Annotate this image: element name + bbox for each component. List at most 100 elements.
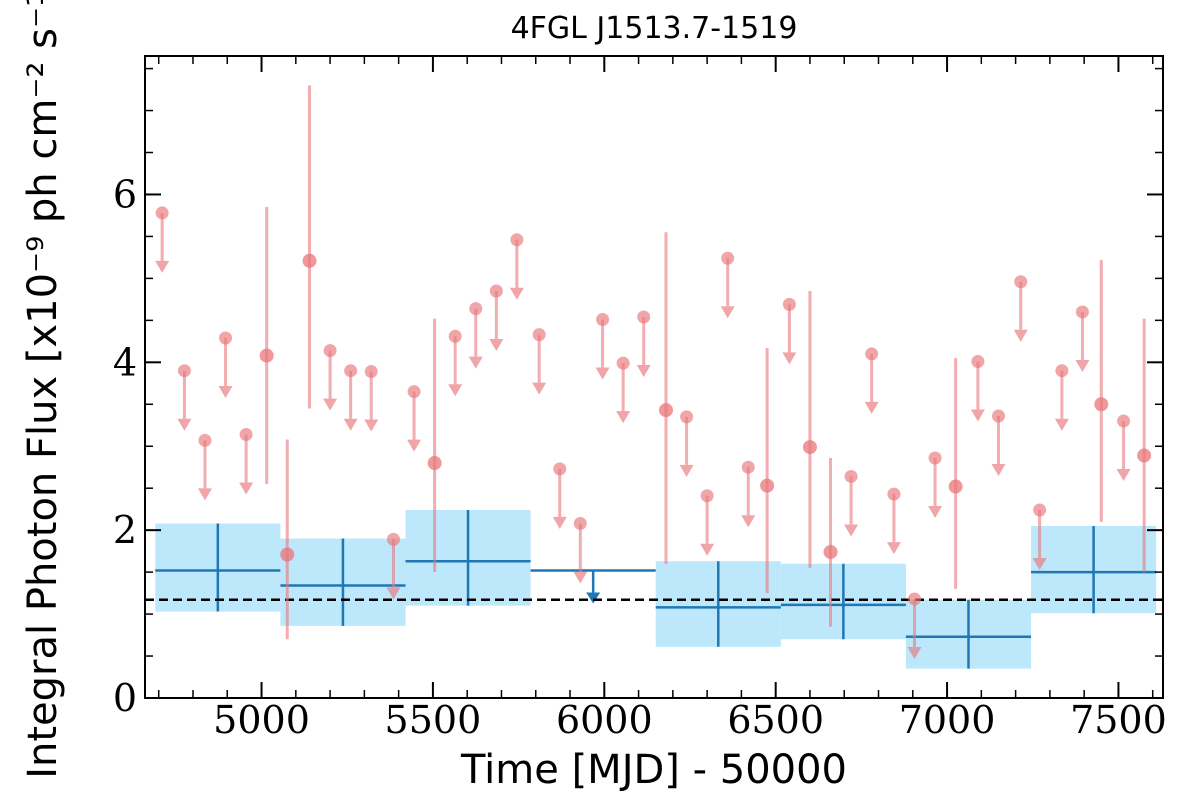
short-bin-upper-limit (155, 206, 169, 220)
short-bin-upper-limit (448, 329, 462, 343)
short-bin-upper-limit-arrow (407, 439, 422, 452)
short-bin-upper-limit-arrow (1075, 359, 1090, 372)
x-tick-label: 7000 (899, 698, 996, 742)
short-bin-upper-limit-arrow (1116, 469, 1131, 482)
y-tick-label: 0 (113, 676, 137, 720)
short-bin-upper-limit (616, 356, 630, 370)
short-bin-upper-limit (637, 310, 651, 324)
short-bin-upper-limit (700, 489, 714, 503)
short-bin-upper-limit-arrow (1032, 558, 1047, 571)
short-bin-upper-limit-arrow (907, 646, 922, 659)
short-bin-upper-limit-arrow (720, 306, 735, 319)
short-bin-upper-limit (553, 462, 567, 476)
short-bin-upper-limit-arrow (886, 542, 901, 555)
short-bin-upper-limit (782, 297, 796, 311)
short-bin-upper-limit-arrow (616, 411, 631, 424)
short-bin-detection (259, 348, 274, 363)
axes-frame (144, 55, 1164, 699)
short-bin-upper-limit (907, 592, 921, 606)
short-bin-upper-limit-arrow (343, 418, 358, 431)
short-bin-upper-limit (721, 251, 735, 265)
short-bin-upper-limit (510, 233, 524, 247)
short-bin-upper-limit-arrow (864, 401, 879, 414)
short-bin-upper-limit (364, 365, 378, 379)
short-bin-upper-limit (928, 451, 942, 465)
short-bin-upper-limit-arrow (679, 464, 694, 477)
short-bin-upper-limit (469, 302, 483, 316)
short-bin-detection (823, 544, 838, 559)
short-bin-upper-limit (1014, 275, 1028, 289)
short-bin-upper-limit-arrow (489, 338, 504, 351)
short-bin-detection (280, 547, 295, 562)
plot-area (145, 85, 1163, 669)
long-bin-upper-limit-arrow (586, 592, 601, 604)
short-bin-upper-limit (1055, 364, 1069, 378)
short-bin-upper-limit (219, 331, 233, 345)
short-bin-upper-limit-arrow (1054, 418, 1069, 431)
short-bin-detection (1137, 448, 1152, 463)
short-bin-upper-limit-arrow (509, 287, 524, 300)
short-bin-upper-limit (323, 344, 337, 358)
short-bin-upper-limit-arrow (386, 587, 401, 600)
short-bin-detection (302, 253, 317, 268)
short-bin-upper-limit-arrow (364, 419, 379, 432)
short-bin-detection (802, 440, 817, 455)
short-bin-upper-limit-arrow (970, 409, 985, 422)
short-bin-upper-limit (1117, 414, 1131, 428)
short-bin-upper-limit (596, 313, 610, 327)
short-bin-upper-limit-arrow (636, 364, 651, 377)
short-bin-detection (948, 479, 963, 494)
short-bin-upper-limit-arrow (468, 356, 483, 369)
short-bin-upper-limit (239, 427, 253, 441)
short-bin-upper-limit (865, 347, 879, 361)
short-bin-upper-limit-arrow (552, 516, 567, 529)
short-bin-upper-limit-arrow (448, 384, 463, 397)
short-bin-upper-limit (407, 385, 421, 399)
y-tick-label: 4 (113, 340, 137, 384)
short-bin-upper-limit-arrow (595, 367, 610, 380)
short-bin-detection (427, 456, 442, 471)
short-bin-upper-limit (177, 364, 191, 378)
y-tick-label: 2 (113, 508, 137, 552)
short-bin-upper-limit-arrow (532, 382, 547, 395)
axis-ticks: 5000 5500 6000 6500 7000 7500 0 2 4 6 (113, 56, 1167, 742)
short-bin-upper-limit (971, 354, 985, 368)
chart-title: 4FGL J1513.7-1519 (511, 11, 798, 46)
short-bin-upper-limit-arrow (700, 543, 715, 556)
short-bin-upper-limit (387, 532, 401, 546)
x-tick-label: 6500 (727, 698, 824, 742)
short-bin-upper-limit-arrow (197, 488, 212, 501)
short-bin-upper-limit-arrow (782, 352, 797, 365)
short-bin-upper-limit (887, 487, 901, 501)
short-bin-upper-limit-arrow (218, 385, 233, 398)
short-bin-upper-limit-arrow (991, 464, 1006, 477)
short-bin-upper-limit (489, 284, 503, 298)
x-tick-label: 6000 (556, 698, 653, 742)
x-tick-label: 5500 (385, 698, 482, 742)
short-bin-detection (760, 478, 775, 493)
short-bin-upper-limit (844, 469, 858, 483)
short-bin-upper-limit (344, 364, 358, 378)
short-bin-upper-limit (741, 460, 755, 474)
x-tick-label: 5000 (213, 698, 310, 742)
short-bin-upper-limit (680, 410, 694, 424)
short-bin-upper-limit (991, 409, 1005, 423)
y-axis-label: Integral Photon Flux [x10⁻⁹ ph cm⁻² s⁻¹] (20, 0, 66, 779)
y-tick-label: 6 (113, 172, 137, 216)
short-bin-upper-limit-arrow (323, 398, 338, 411)
x-axis-label: Time [MJD] - 50000 (460, 747, 847, 793)
short-bin-upper-limit-arrow (573, 571, 588, 584)
short-bin-upper-limit (1033, 503, 1047, 517)
short-bin-upper-limit (198, 433, 212, 447)
short-bin-upper-limit (573, 516, 587, 530)
short-bin-upper-limit-arrow (177, 418, 192, 431)
short-bin-upper-limit (1075, 305, 1089, 319)
short-bin-upper-limit-arrow (741, 515, 756, 528)
short-bin-upper-limit-arrow (844, 524, 859, 537)
short-bin-upper-limit-arrow (155, 260, 170, 273)
short-bin-upper-limit-arrow (1013, 329, 1028, 342)
short-bin-upper-limit-arrow (239, 482, 254, 495)
x-tick-label: 7500 (1070, 698, 1167, 742)
short-bin-upper-limit (532, 328, 546, 342)
short-bin-upper-limit-arrow (928, 505, 943, 518)
